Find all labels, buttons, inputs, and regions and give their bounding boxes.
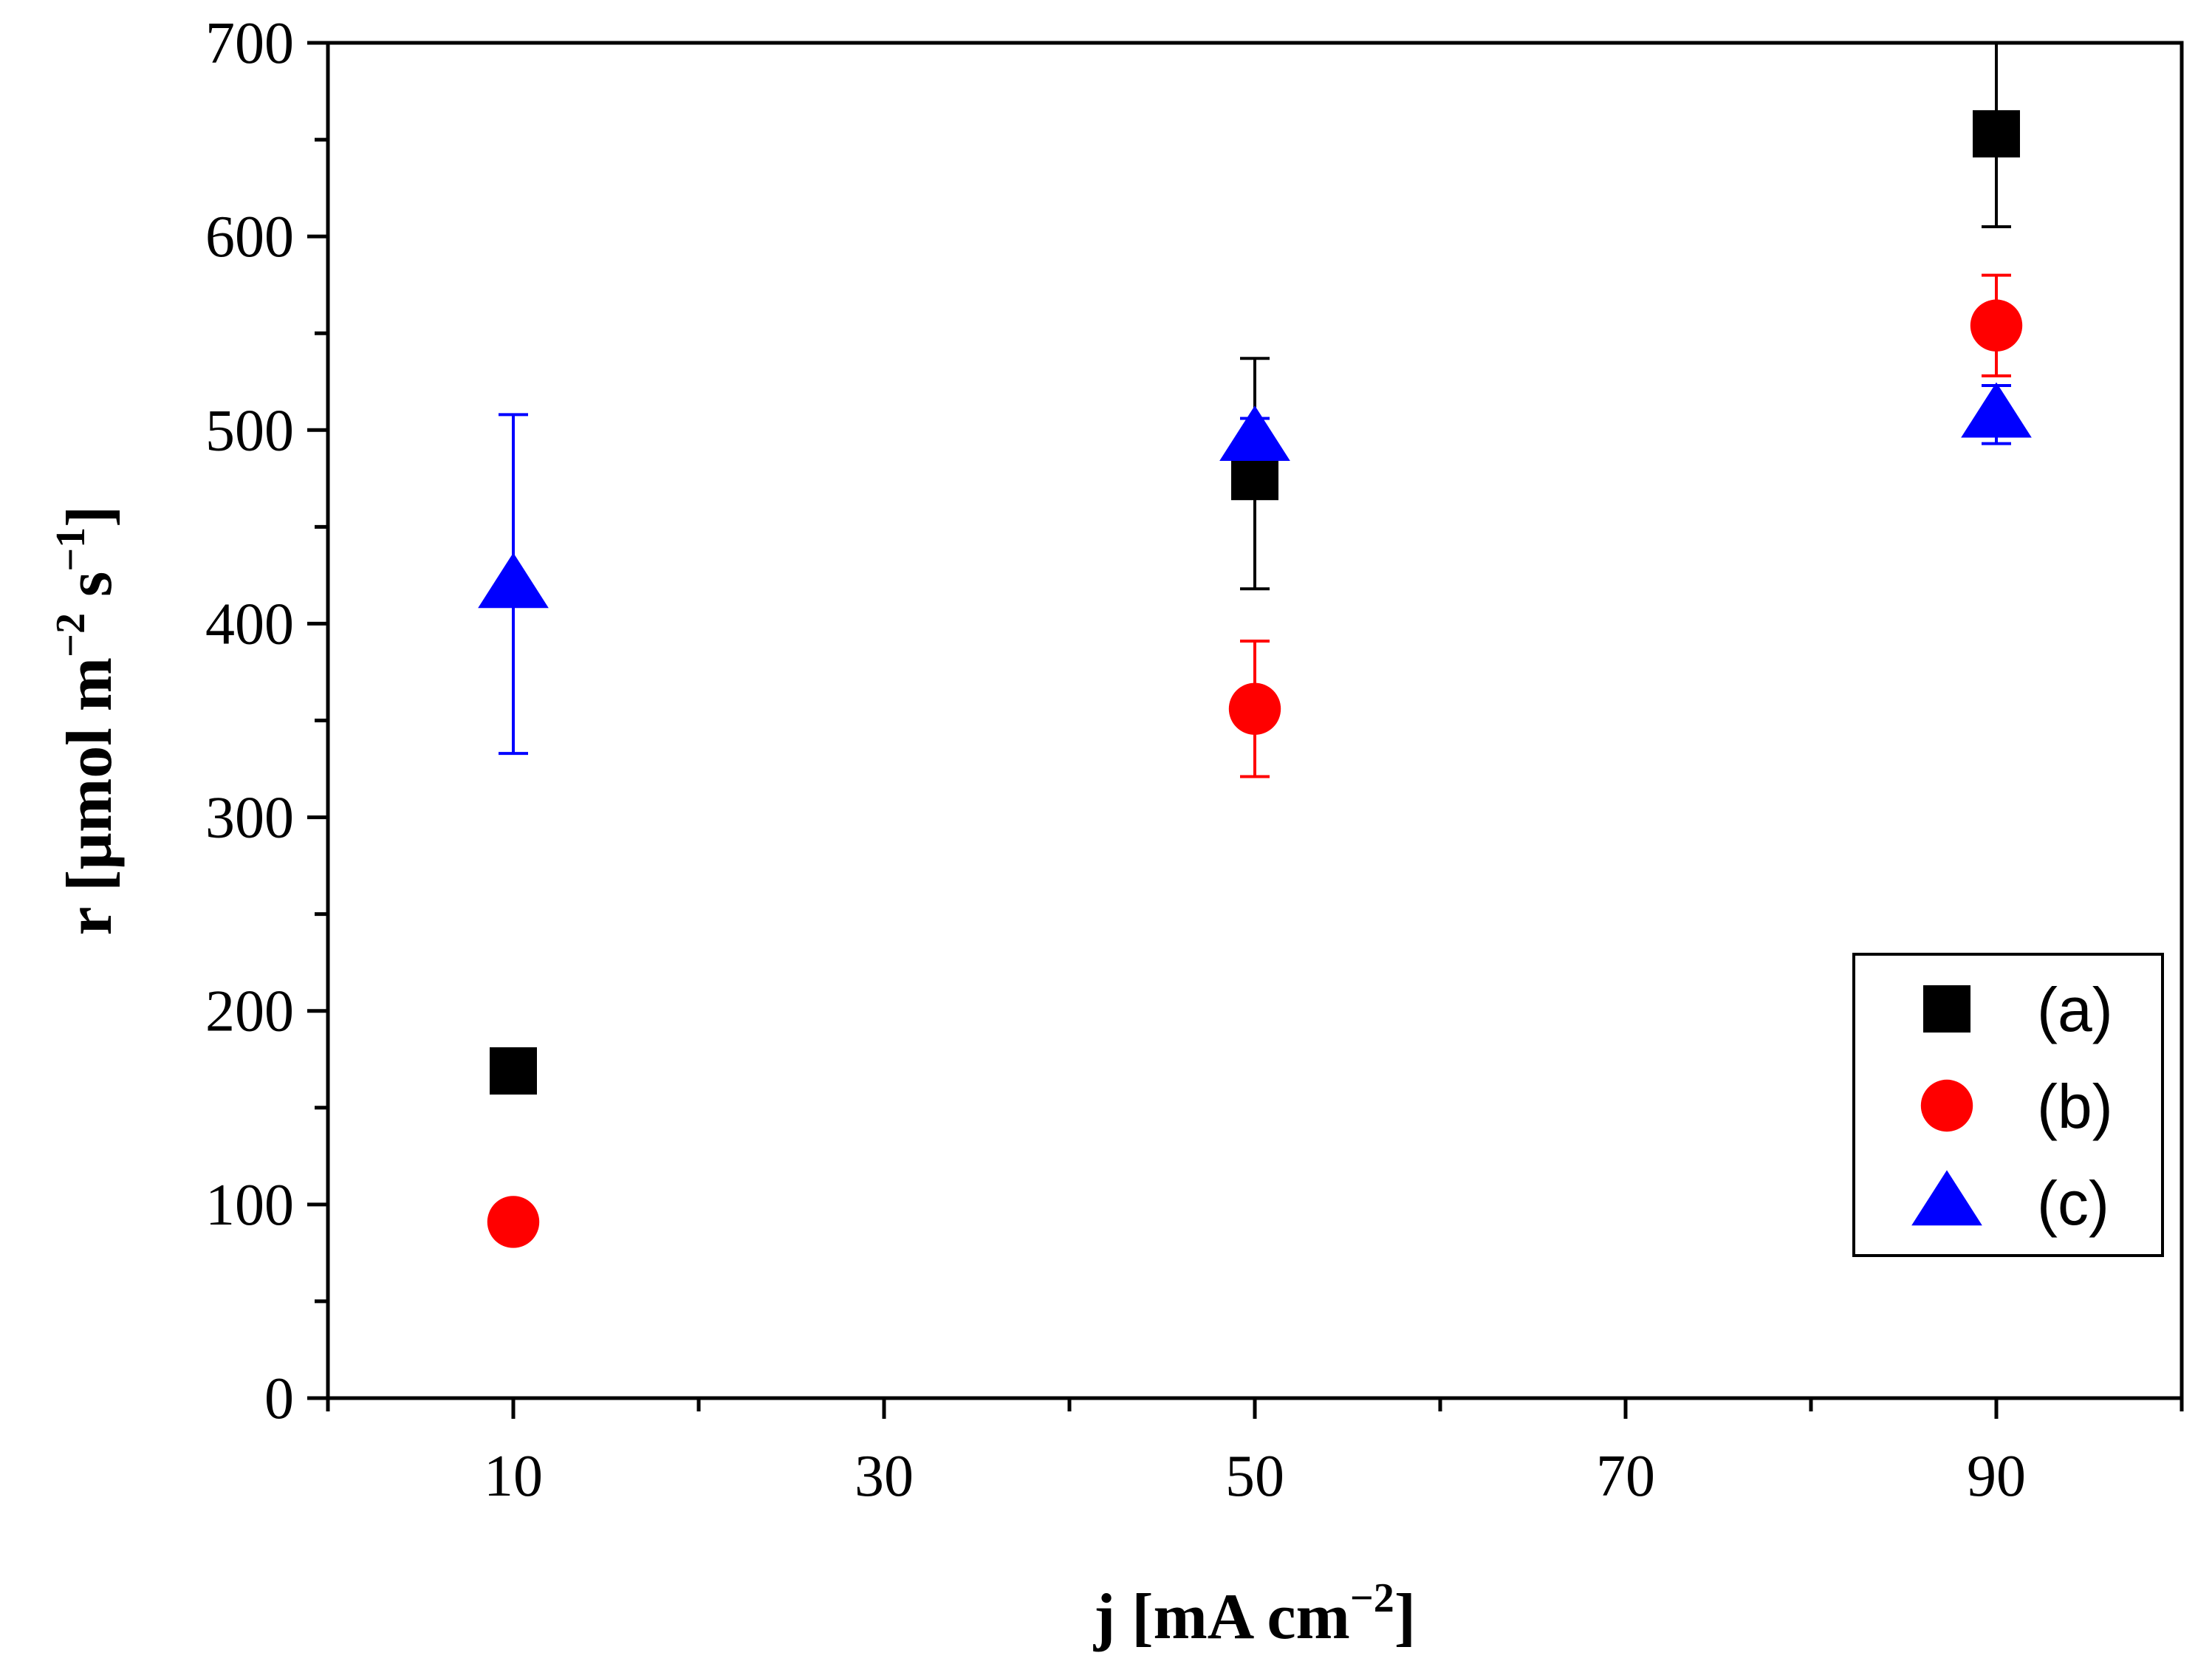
marker-triangle (1219, 405, 1290, 461)
y-axis-label: r [µmol m−2 s−1] (48, 506, 126, 936)
data-markers (478, 110, 2032, 1248)
y-tick-label: 500 (205, 398, 294, 463)
marker-square (490, 1047, 537, 1095)
y-tick-label: 600 (205, 205, 294, 270)
y-axis-label-part1: r [µmol m (54, 657, 126, 936)
marker-triangle (1911, 1170, 1982, 1226)
x-axis-label-sup: −2 (1350, 1575, 1394, 1621)
legend-entry-label: (b) (2037, 1072, 2113, 1141)
axis-ticks (307, 41, 2184, 1419)
y-tick-label: 300 (205, 786, 294, 851)
y-tick-label: 400 (205, 592, 294, 657)
x-tick-label: 10 (484, 1444, 543, 1509)
x-tick-label: 50 (1225, 1444, 1284, 1509)
marker-circle (1920, 1079, 1973, 1132)
y-tick-label: 100 (205, 1173, 294, 1238)
marker-triangle (1961, 382, 2032, 438)
plot-frame (326, 41, 2184, 1400)
x-axis-label-main: j [mA cm (1093, 1581, 1350, 1653)
legend-box (1852, 953, 2164, 1257)
legend: (a) (b) (c) (1852, 953, 2164, 1257)
marker-circle (1228, 682, 1281, 735)
x-axis-label: j [mA cm−2] (1093, 1575, 1416, 1653)
x-axis-label-end: ] (1394, 1581, 1416, 1653)
y-axis-label-sup1: −2 (48, 613, 94, 657)
marker-square (1973, 110, 2020, 158)
y-axis-label-part2: s (54, 572, 126, 613)
y-axis-label-sup2: −1 (48, 527, 94, 572)
y-tick-label: 0 (264, 1366, 294, 1431)
y-tick-label: 700 (205, 11, 294, 76)
tick-labels: 10 30 50 70 90 0 100 200 300 400 500 600 700 (205, 11, 2026, 1509)
x-tick-label: 30 (855, 1444, 914, 1509)
legend-entry-label: (a) (2037, 975, 2113, 1044)
marker-circle (1970, 299, 2023, 352)
x-tick-label: 70 (1596, 1444, 1655, 1509)
legend-entry-label: (c) (2037, 1168, 2109, 1238)
marker-triangle (478, 552, 549, 609)
y-tick-label: 200 (205, 979, 294, 1044)
marker-square (1923, 985, 1970, 1033)
marker-circle (487, 1196, 540, 1248)
y-axis-label-end: ] (54, 506, 126, 527)
x-tick-label: 90 (1967, 1444, 2026, 1509)
error-bars (499, 43, 2011, 1237)
